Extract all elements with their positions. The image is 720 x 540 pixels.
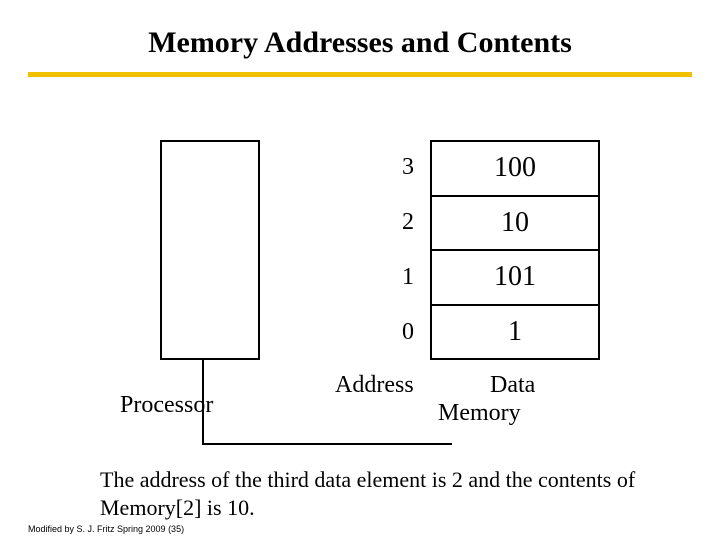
data-cell: 10 xyxy=(432,197,598,252)
data-cell: 101 xyxy=(432,251,598,306)
title-underline xyxy=(28,72,692,77)
address-cell: 0 xyxy=(360,305,430,360)
data-cell: 1 xyxy=(432,306,598,359)
memory-heading: Memory xyxy=(438,400,521,427)
data-cell: 100 xyxy=(432,142,598,197)
slide: Memory Addresses and Contents Processor … xyxy=(0,0,720,540)
address-cell: 2 xyxy=(360,195,430,250)
address-cell: 1 xyxy=(360,250,430,305)
memory-data-table: 100 10 101 1 xyxy=(430,140,600,360)
bus-horizontal-segment xyxy=(202,443,452,445)
bus-vertical-segment xyxy=(202,358,204,443)
data-heading: Data xyxy=(490,372,535,399)
address-cell: 3 xyxy=(360,140,430,195)
caption-text: The address of the third data element is… xyxy=(100,466,640,521)
footnote-text: Modified by S. J. Fritz Spring 2009 (35) xyxy=(28,524,184,534)
address-heading: Address xyxy=(335,372,414,399)
slide-title: Memory Addresses and Contents xyxy=(0,26,720,60)
processor-label: Processor xyxy=(120,392,213,419)
processor-box xyxy=(160,140,260,360)
address-column: 3 2 1 0 xyxy=(360,140,430,360)
